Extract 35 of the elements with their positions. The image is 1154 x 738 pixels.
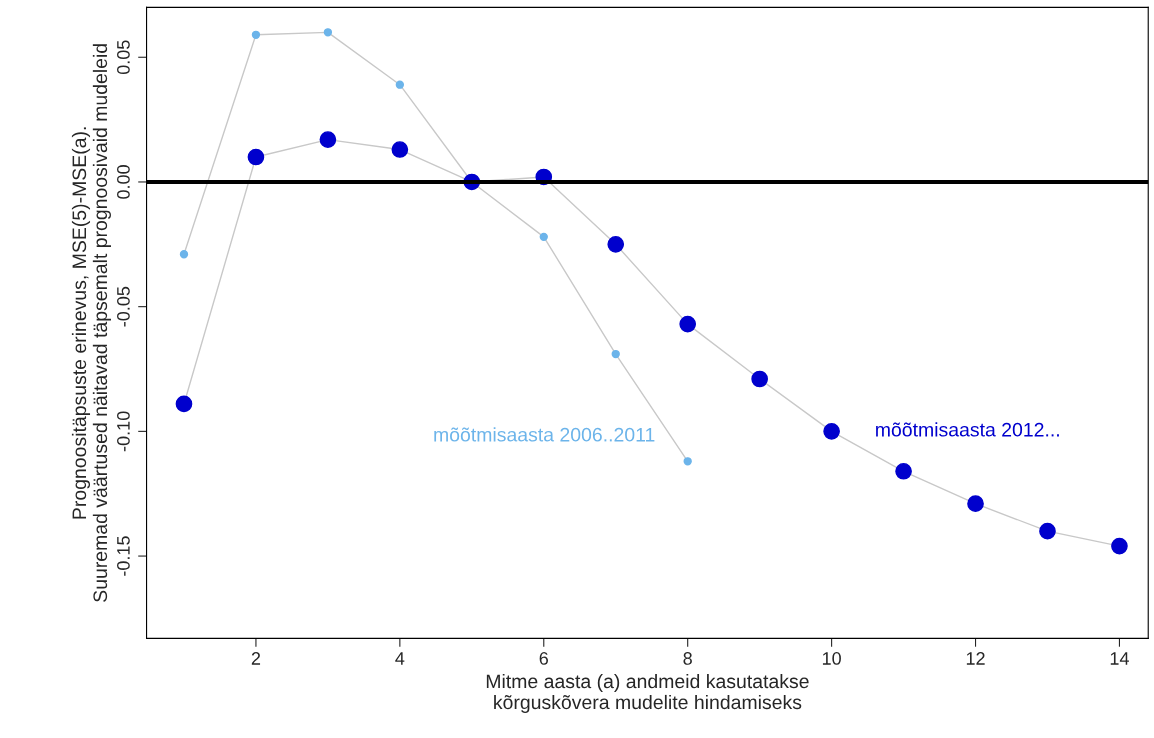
point [175,395,193,413]
y-tick-label: 0.05 [117,40,130,75]
x-axis-title: Mitme aasta (a) andmeid kasutatakse kõrguskõvera mudelite hindamiseks [486,673,809,714]
point [391,141,409,158]
x-tick-label: 6 [539,652,548,665]
x-tick-label: 14 [1110,652,1129,665]
x-tick-label: 8 [683,652,692,665]
point [395,80,405,89]
point [539,232,548,241]
y-axis-title: Prognoositäpsuste erinevus, MSE(5)-MSE(a). Suuremad väärtused näitavad täpsemalt prognoosivaid mudeleid [71,44,111,602]
point [751,370,768,388]
point [1039,522,1056,540]
y-tick-label: -0.15 [117,536,130,576]
x-tick-label: 2 [251,652,261,665]
point [319,131,337,148]
x-tick-label: 4 [395,652,405,665]
point [679,315,697,333]
x-tick-label: 12 [966,652,985,665]
point [895,462,912,480]
series-label: mõõtmisaasta 2006..2011 [434,427,655,442]
series-label: mõõtmisaasta 2012... [876,422,1059,437]
point [607,235,625,253]
point [611,349,620,359]
y-tick-label: 0.00 [117,165,130,199]
x-tick-label: 10 [822,652,841,665]
point [179,250,189,259]
point [247,148,265,166]
y-tick-label: -0.05 [117,286,130,327]
point [323,28,333,37]
point [967,495,984,513]
point [683,457,692,466]
point [1111,537,1128,555]
point [823,423,840,440]
y-tick-label: -0.10 [117,411,130,452]
point [251,30,261,39]
